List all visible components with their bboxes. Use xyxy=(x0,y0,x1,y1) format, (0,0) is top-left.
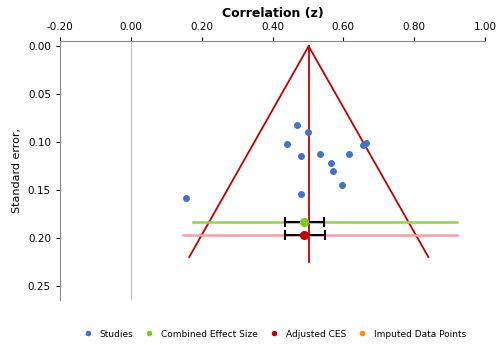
Point xyxy=(182,195,190,200)
Point xyxy=(359,142,367,148)
Point xyxy=(327,160,335,166)
Point xyxy=(297,191,305,197)
Y-axis label: Standard error,: Standard error, xyxy=(12,128,22,213)
Point xyxy=(294,122,302,128)
Point xyxy=(338,183,345,188)
Point xyxy=(297,154,305,159)
Point xyxy=(316,152,324,157)
Point xyxy=(344,152,352,157)
Legend: Studies, Combined Effect Size, Adjusted CES, Imputed Data Points: Studies, Combined Effect Size, Adjusted … xyxy=(75,326,470,342)
Point xyxy=(304,130,312,135)
X-axis label: Correlation (z): Correlation (z) xyxy=(222,7,324,20)
Point xyxy=(282,141,290,147)
Point xyxy=(328,168,336,174)
Point xyxy=(362,140,370,146)
